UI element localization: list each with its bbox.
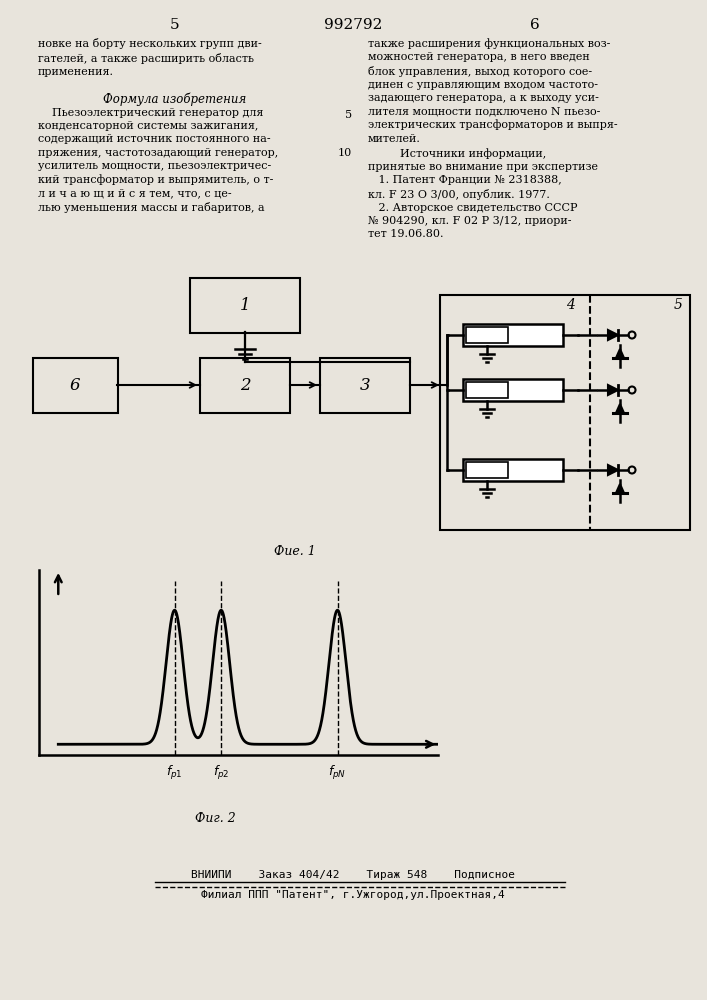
Text: 992792: 992792 (324, 18, 382, 32)
Text: Пьезоэлектрический генератор для
конденсаторной системы зажигания,
содержащий ис: Пьезоэлектрический генератор для конденс… (38, 108, 279, 213)
Bar (200, 358, 290, 413)
Text: 6: 6 (530, 18, 540, 32)
Text: $f_{p2}$: $f_{p2}$ (213, 764, 230, 782)
Polygon shape (616, 349, 624, 358)
Text: 2: 2 (240, 376, 250, 393)
Bar (463, 379, 563, 401)
Polygon shape (608, 465, 618, 475)
Text: $f_{p1}$: $f_{p1}$ (166, 764, 183, 782)
Bar (463, 459, 563, 481)
Text: Фиг. 2: Фиг. 2 (194, 812, 235, 825)
Bar (463, 324, 563, 346)
Text: 3: 3 (360, 376, 370, 393)
Bar (466, 462, 508, 478)
Text: 6: 6 (70, 376, 81, 393)
Text: Филиал ППП "Патент", г.Ужгород,ул.Проектная,4: Филиал ППП "Патент", г.Ужгород,ул.Проект… (201, 890, 505, 900)
Text: новке на борту нескольких групп дви-
гателей, а также расширить область
применен: новке на борту нескольких групп дви- гат… (38, 38, 262, 77)
Polygon shape (616, 484, 624, 493)
Text: 5: 5 (345, 110, 352, 120)
Text: ВНИИПИ    Заказ 404/42    Тираж 548    Подписное: ВНИИПИ Заказ 404/42 Тираж 548 Подписное (191, 870, 515, 880)
Bar (466, 327, 508, 343)
Bar (440, 295, 690, 530)
Bar (466, 382, 508, 398)
Bar (320, 358, 410, 413)
Text: также расширения функциональных воз-
можностей генератора, в него введен
блок уп: также расширения функциональных воз- мож… (368, 38, 618, 144)
Bar (190, 278, 300, 333)
Text: 10: 10 (338, 148, 352, 158)
Bar (33, 358, 118, 413)
Text: принятые во внимание при экспертизе
   1. Патент Франции № 2318388,
кл. F 23 О 3: принятые во внимание при экспертизе 1. П… (368, 162, 598, 239)
Polygon shape (616, 404, 624, 413)
Text: Фие. 1: Фие. 1 (274, 545, 316, 558)
Text: 5: 5 (674, 298, 682, 312)
Text: 4: 4 (566, 298, 574, 312)
Text: $f_{pN}$: $f_{pN}$ (328, 764, 346, 782)
Polygon shape (608, 385, 618, 395)
Text: 5: 5 (170, 18, 180, 32)
Text: Формула изобретения: Формула изобретения (103, 92, 247, 105)
Text: 1: 1 (240, 296, 250, 314)
Polygon shape (608, 330, 618, 340)
Text: Источники информации,: Источники информации, (400, 148, 547, 159)
